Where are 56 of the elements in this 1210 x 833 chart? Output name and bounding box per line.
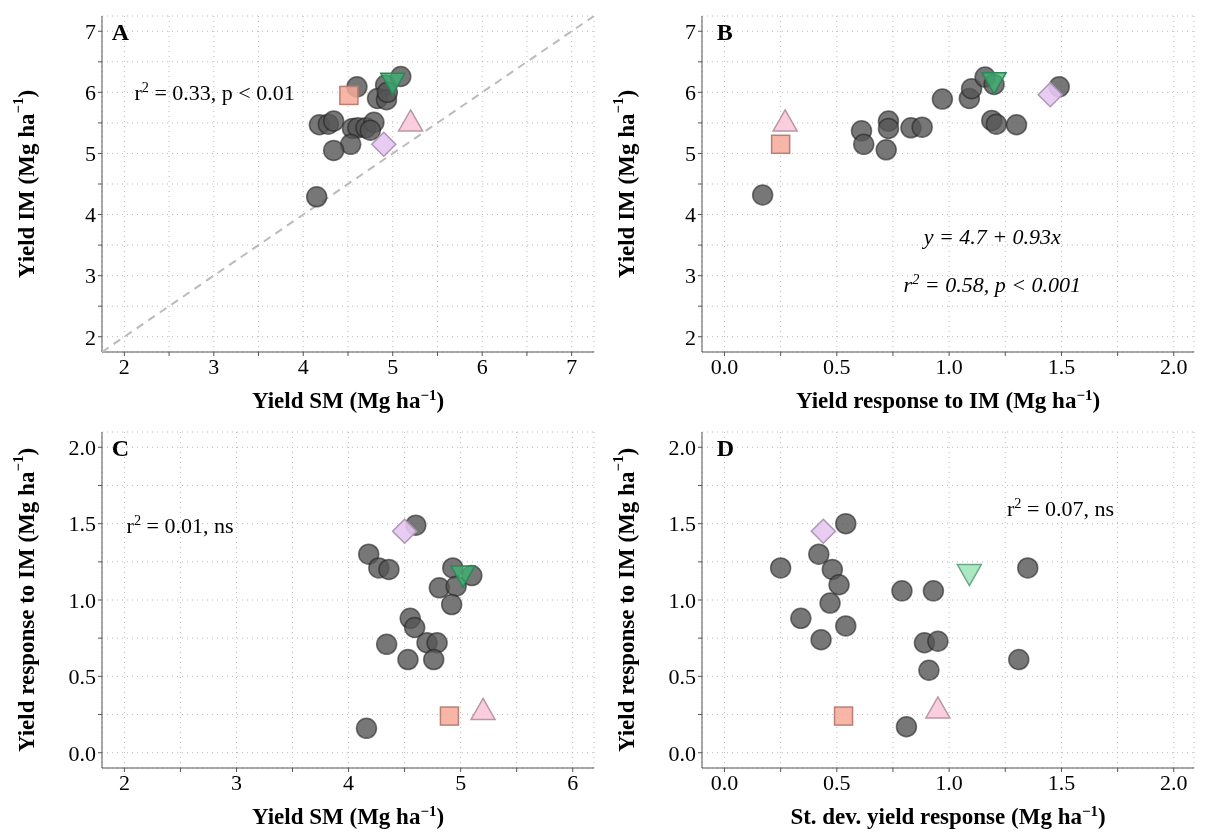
annotation: y = 4.7 + 0.93x <box>921 224 1062 250</box>
annotation: r$^{2}$ = 0.33, p < 0.01 <box>134 79 295 105</box>
y-tick-label: 7 <box>685 19 696 45</box>
x-tick-label: 1.5 <box>1047 769 1076 795</box>
y-tick-label: 0.0 <box>668 740 696 766</box>
annotation: r$^{2}$ = 0.58, p < 0.001 <box>903 270 1081 297</box>
y-tick-label: 3 <box>685 263 696 289</box>
x-tick-label: 5 <box>455 769 467 795</box>
x-tick-label: 0.0 <box>710 769 739 795</box>
x-tick-label: 3 <box>230 769 242 795</box>
y-tick-label: 1.5 <box>68 511 96 537</box>
x-tick-label: 2 <box>118 769 130 795</box>
x-tick-label: 0.5 <box>823 353 851 379</box>
y-tick-label: 0.5 <box>668 664 696 690</box>
x-tick-label: 3 <box>208 353 220 379</box>
x-tick-label: 4 <box>297 353 309 379</box>
y-tick-label: 4 <box>85 202 96 228</box>
x-axis-title: Yield SM (Mg ha$^{−1}$) <box>251 803 445 829</box>
annotation: C <box>111 434 130 461</box>
y-tick-label: 2 <box>85 324 96 350</box>
x-tick-label: 2.0 <box>1160 353 1188 379</box>
y-tick-label: 6 <box>685 80 696 106</box>
y-tick-label: 0.0 <box>68 740 96 766</box>
y-tick-label: 1.5 <box>668 511 696 537</box>
y-tick-label: 2.0 <box>68 435 96 461</box>
x-axis-title: Yield SM (Mg ha$^{−1}$) <box>251 387 445 413</box>
y-tick-label: 1.0 <box>68 587 96 613</box>
y-tick-label: 5 <box>685 141 696 167</box>
y-tick-label: 3 <box>85 263 96 289</box>
x-tick-label: 1.0 <box>935 769 963 795</box>
y-tick-label: 5 <box>85 141 96 167</box>
x-axis-title: Yield response to IM (Mg ha$^{−1}$) <box>795 387 1101 413</box>
annotation: A <box>111 18 130 45</box>
annotation: r$^{2}$ = 0.07, ns <box>1007 495 1114 521</box>
x-axis-title: St. dev. yield response (Mg ha$^{−1}$) <box>790 803 1106 829</box>
x-tick-label: 5 <box>387 353 399 379</box>
x-tick-label: 4 <box>343 769 355 795</box>
y-tick-label: 2 <box>685 324 696 350</box>
x-tick-label: 7 <box>566 353 578 379</box>
y-tick-label: 2.0 <box>668 435 696 461</box>
y-tick-label: 4 <box>685 202 696 228</box>
x-tick-label: 2 <box>118 353 130 379</box>
y-tick-label: 0.5 <box>68 664 96 690</box>
x-tick-label: 6 <box>567 769 579 795</box>
annotation: B <box>716 18 733 45</box>
y-tick-label: 1.0 <box>668 587 696 613</box>
y-tick-label: 6 <box>85 80 96 106</box>
x-tick-label: 2.0 <box>1160 769 1188 795</box>
y-tick-label: 7 <box>85 19 96 45</box>
x-tick-label: 0.5 <box>823 769 851 795</box>
x-tick-label: 0.0 <box>710 353 739 379</box>
annotation: r$^{2}$ = 0.01, ns <box>126 511 234 538</box>
x-tick-label: 1.5 <box>1047 353 1076 379</box>
x-tick-label: 1.0 <box>935 353 963 379</box>
annotation: D <box>716 434 735 461</box>
x-tick-label: 6 <box>476 353 488 379</box>
